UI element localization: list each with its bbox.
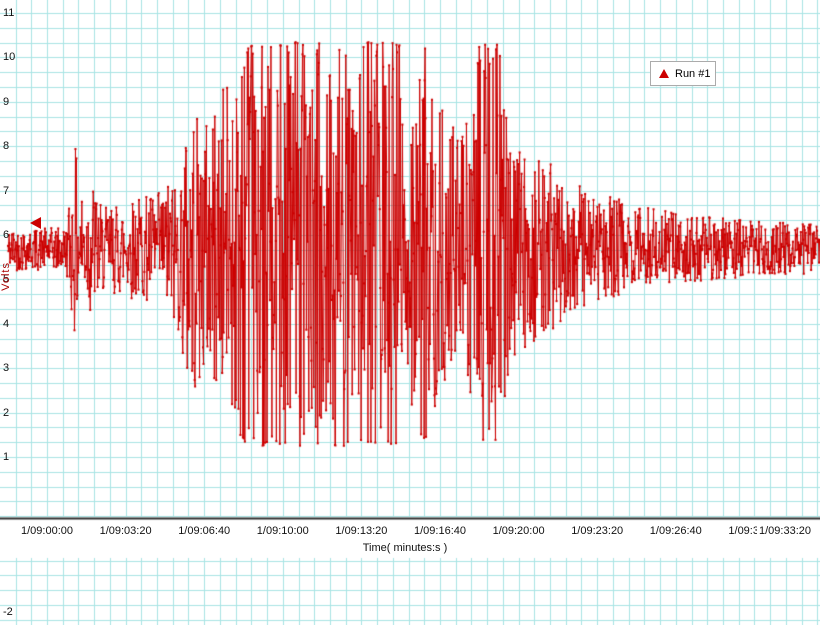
series-triangle-icon bbox=[659, 69, 669, 78]
y-tick-label: 1 bbox=[3, 451, 10, 463]
x-tick-label: 1/09:03:20 bbox=[99, 525, 152, 537]
x-tick-label: 1/09:33:20 bbox=[757, 525, 811, 537]
y-axis-title: Volts bbox=[0, 262, 12, 291]
event-cursor-icon[interactable] bbox=[30, 217, 41, 229]
x-axis-title: Time( minutes:s ) bbox=[362, 542, 448, 554]
y-tick-label: 5 bbox=[3, 273, 10, 286]
y-tick-label: -2 bbox=[3, 606, 13, 618]
y-tick-label: 3 bbox=[3, 362, 10, 375]
y-tick-label: 8 bbox=[3, 140, 10, 153]
x-tick-label: 1/09:00:00 bbox=[21, 525, 73, 537]
x-tick-label: 1/09:23:20 bbox=[571, 525, 624, 537]
y-tick-label: 2 bbox=[3, 406, 10, 419]
x-tick-label: 1/09:26:40 bbox=[649, 525, 702, 537]
y-tick-label: 10 bbox=[3, 51, 16, 64]
y-tick-label: 11 bbox=[3, 7, 15, 19]
legend-series-label: Run #1 bbox=[675, 67, 711, 80]
y-tick-label: 4 bbox=[3, 317, 10, 330]
x-tick-label: 1/09:10:00 bbox=[256, 525, 309, 537]
x-tick-label: 1/09:06:40 bbox=[178, 525, 231, 537]
x-tick-label: 1/09:13:20 bbox=[335, 525, 388, 537]
y-tick-label: 7 bbox=[3, 184, 10, 197]
y-tick-label: 6 bbox=[3, 229, 10, 241]
y-tick-label: 9 bbox=[3, 95, 10, 108]
x-tick-label: 1/09:16:40 bbox=[414, 525, 466, 537]
x-tick-label: 1/09:20:00 bbox=[492, 525, 545, 537]
legend: Run #1 bbox=[650, 61, 716, 86]
